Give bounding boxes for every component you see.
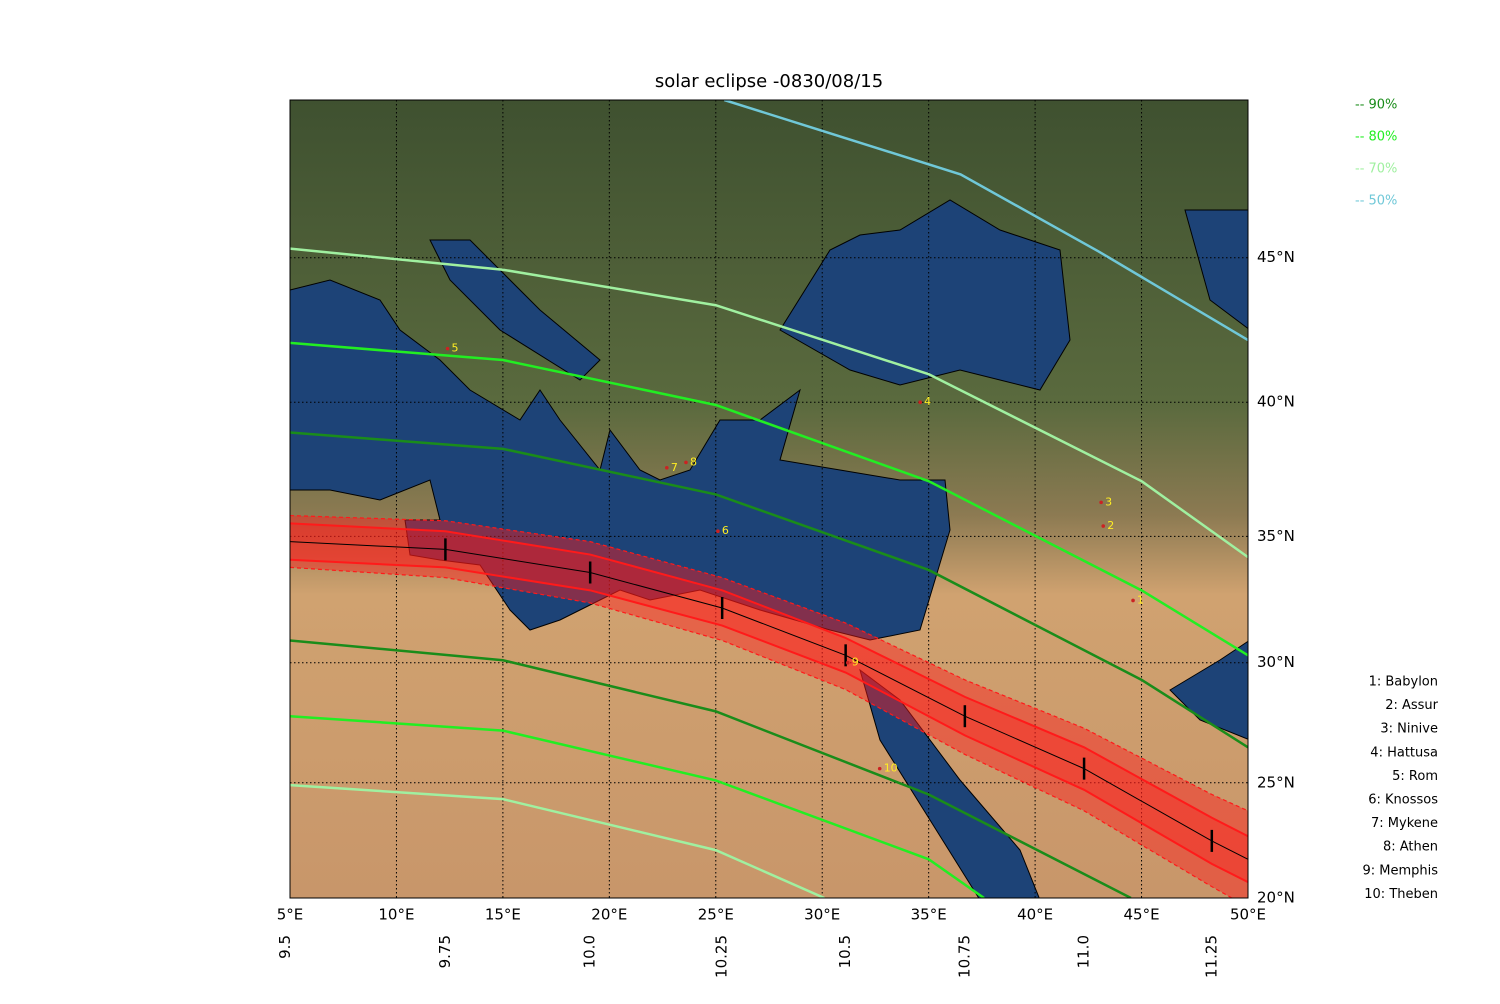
x-tick-label: 45°E xyxy=(1124,906,1160,924)
city-marker xyxy=(684,460,688,465)
labels-layer: 5°E 10°E 15°E 20°E 25°E 30°E 35°E 40°E 45°E 50°E2… xyxy=(276,98,1438,978)
city-marker xyxy=(716,529,720,534)
city-marker xyxy=(445,346,450,351)
chart-title: solar eclipse -0830/08/15 xyxy=(655,71,883,92)
legend-entry: -- 70% xyxy=(1355,162,1397,177)
x-tick-label: 50°E xyxy=(1230,906,1266,924)
legend-entry: -- 90% xyxy=(1355,98,1397,113)
magnitude-line xyxy=(290,247,1248,559)
city-list-entry: 9: Memphis xyxy=(1362,863,1438,878)
x-tick-label: 5°E xyxy=(277,906,304,924)
city-marker xyxy=(1131,598,1135,603)
x-tick-label: 30°E xyxy=(804,906,840,924)
y-tick-label: 35°N xyxy=(1257,527,1295,545)
y-tick-label: 25°N xyxy=(1257,773,1295,791)
city-list-entry: 6: Knossos xyxy=(1368,793,1438,808)
time-tick-label: 11.0 xyxy=(1075,935,1093,968)
city-number: 5 xyxy=(452,342,459,355)
city-list-entry: 2: Assur xyxy=(1385,698,1438,713)
city-number: 8 xyxy=(690,455,697,468)
city-list-entry: 3: Ninive xyxy=(1380,722,1438,737)
city-number: 4 xyxy=(924,395,931,408)
y-tick-label: 30°N xyxy=(1257,653,1295,671)
magnitude-line xyxy=(290,431,1248,749)
magnitude-line xyxy=(290,714,985,898)
city-marker xyxy=(1101,524,1106,528)
city-marker xyxy=(665,465,669,470)
time-tick-label: 11.25 xyxy=(1202,935,1220,978)
city-number: 1 xyxy=(1137,593,1144,606)
city-list-entry: 7: Mykene xyxy=(1371,816,1438,831)
x-tick-label: 35°E xyxy=(911,906,947,924)
eclipse-limit-line xyxy=(290,558,1248,884)
time-tick-label: 10.75 xyxy=(955,935,973,978)
time-tick-label: 10.25 xyxy=(713,935,731,978)
eclipse-limit-line xyxy=(290,566,1234,898)
eclipse-limit-line xyxy=(290,522,1248,838)
y-tick-label: 20°N xyxy=(1257,889,1295,907)
magnitude-line xyxy=(290,639,1132,898)
x-tick-label: 20°E xyxy=(591,906,627,924)
city-list-entry: 5: Rom xyxy=(1392,769,1438,784)
city-number: 9 xyxy=(852,656,859,669)
plot-frame xyxy=(289,99,1249,899)
map-background xyxy=(290,100,1248,898)
legend-entry: -- 80% xyxy=(1355,130,1397,145)
plot-layer: 1 2 3 4 5 6 7 8 9 10 xyxy=(290,100,1248,898)
x-tick-label: 25°E xyxy=(698,906,734,924)
time-tick-label: 10.0 xyxy=(581,935,599,968)
city-number: 6 xyxy=(722,524,729,537)
city-number: 2 xyxy=(1107,519,1114,532)
time-tick-label: 10.5 xyxy=(836,935,854,968)
magnitude-line xyxy=(290,341,1248,657)
time-tick-label: 9.75 xyxy=(436,935,454,968)
eclipse-limit-line xyxy=(290,514,1248,812)
city-marker xyxy=(918,400,922,404)
y-tick-label: 45°N xyxy=(1257,248,1295,266)
time-tick-label: 9.5 xyxy=(276,935,294,959)
city-list-entry: 4: Hattusa xyxy=(1370,745,1438,760)
city-marker xyxy=(845,660,850,665)
city-list-entry: 1: Babylon xyxy=(1369,675,1438,690)
x-tick-label: 10°E xyxy=(378,906,414,924)
y-tick-label: 40°N xyxy=(1257,393,1295,411)
legend-entry: -- 50% xyxy=(1355,194,1397,209)
city-number: 3 xyxy=(1105,495,1112,508)
eclipse-band xyxy=(290,523,1248,883)
city-marker xyxy=(1099,500,1103,505)
magnitude-line xyxy=(290,783,825,898)
x-tick-label: 40°E xyxy=(1017,906,1053,924)
city-list-entry: 8: Athen xyxy=(1383,840,1438,855)
magnitude-line xyxy=(723,100,1248,342)
city-number: 10 xyxy=(884,762,898,775)
eclipse-band xyxy=(290,515,1248,898)
city-marker xyxy=(877,766,882,771)
city-number: 7 xyxy=(671,461,678,474)
x-tick-label: 15°E xyxy=(485,906,521,924)
city-list-entry: 10: Theben xyxy=(1364,887,1438,902)
